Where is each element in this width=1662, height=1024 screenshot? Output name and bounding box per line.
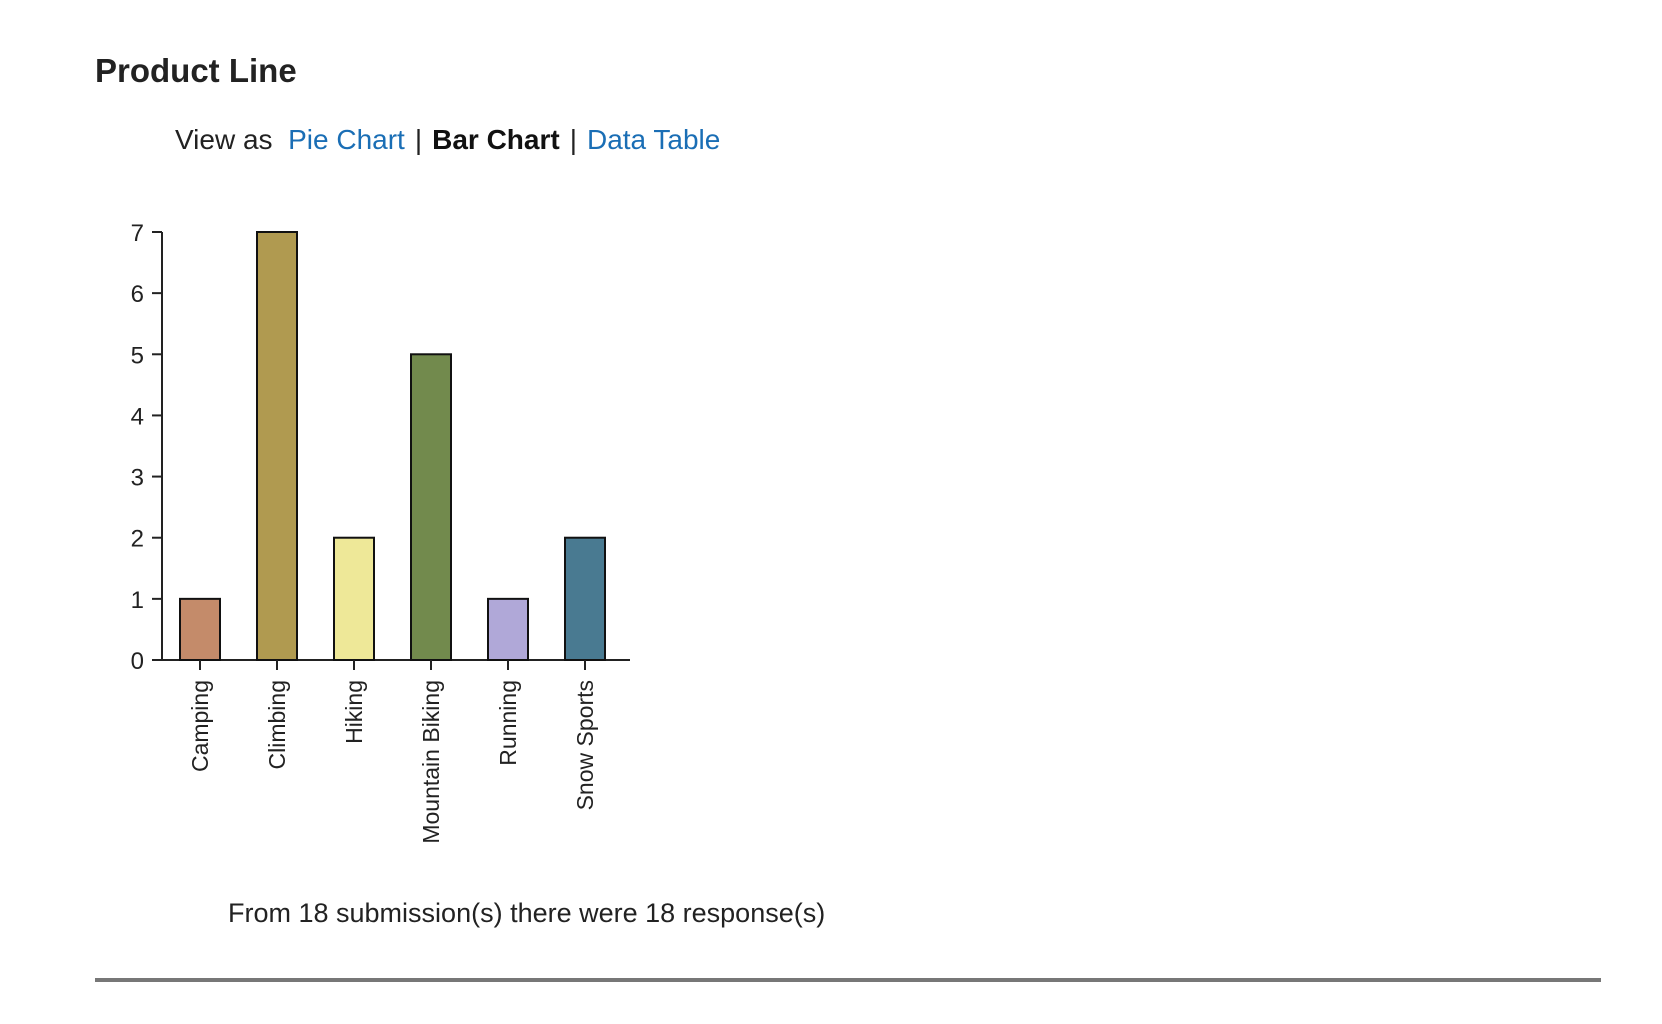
x-tick-label: Running bbox=[495, 680, 521, 766]
data-table-link[interactable]: Data Table bbox=[586, 124, 721, 155]
bar bbox=[410, 353, 452, 662]
bar bbox=[487, 597, 529, 662]
y-tick-label: 0 bbox=[131, 648, 144, 675]
view-separator: | bbox=[569, 124, 577, 155]
section-title: Product Line bbox=[95, 52, 297, 89]
y-tick-label: 7 bbox=[131, 220, 144, 247]
y-tick-label: 4 bbox=[131, 403, 144, 430]
bar bbox=[179, 597, 221, 662]
bar-chart-current: Bar Chart bbox=[432, 124, 560, 155]
x-tick-label: Camping bbox=[187, 680, 213, 772]
y-tick-label: 5 bbox=[131, 342, 144, 369]
bar-chart-svg: 0 1 2 3 4 5 6 7 Camping Climbing Hiking Mountain Bi… bbox=[131, 220, 630, 844]
section-divider bbox=[95, 978, 1601, 982]
response-summary: From 18 submission(s) there were 18 resp… bbox=[228, 898, 826, 928]
x-tick-label: Mountain Biking bbox=[418, 680, 444, 844]
bar bbox=[256, 231, 298, 661]
bar-chart: 0 1 2 3 4 5 6 7 Camping Climbing Hiking Mountain Bi… bbox=[100, 210, 660, 880]
y-tick-label: 1 bbox=[131, 587, 144, 614]
pie-chart-link[interactable]: Pie Chart bbox=[288, 124, 405, 155]
y-tick-label: 2 bbox=[131, 526, 144, 553]
x-tick-label: Climbing bbox=[264, 680, 290, 769]
bar bbox=[333, 536, 375, 662]
y-tick-label: 3 bbox=[131, 465, 144, 492]
bar bbox=[564, 536, 606, 662]
y-tick-label: 6 bbox=[131, 281, 144, 308]
view-switcher: View as Pie Chart | Bar Chart | Data Table bbox=[175, 124, 720, 156]
view-separator: | bbox=[414, 124, 423, 155]
x-tick-label: Hiking bbox=[341, 680, 367, 744]
view-as-label: View as bbox=[175, 124, 273, 155]
x-tick-label: Snow Sports bbox=[572, 680, 598, 810]
